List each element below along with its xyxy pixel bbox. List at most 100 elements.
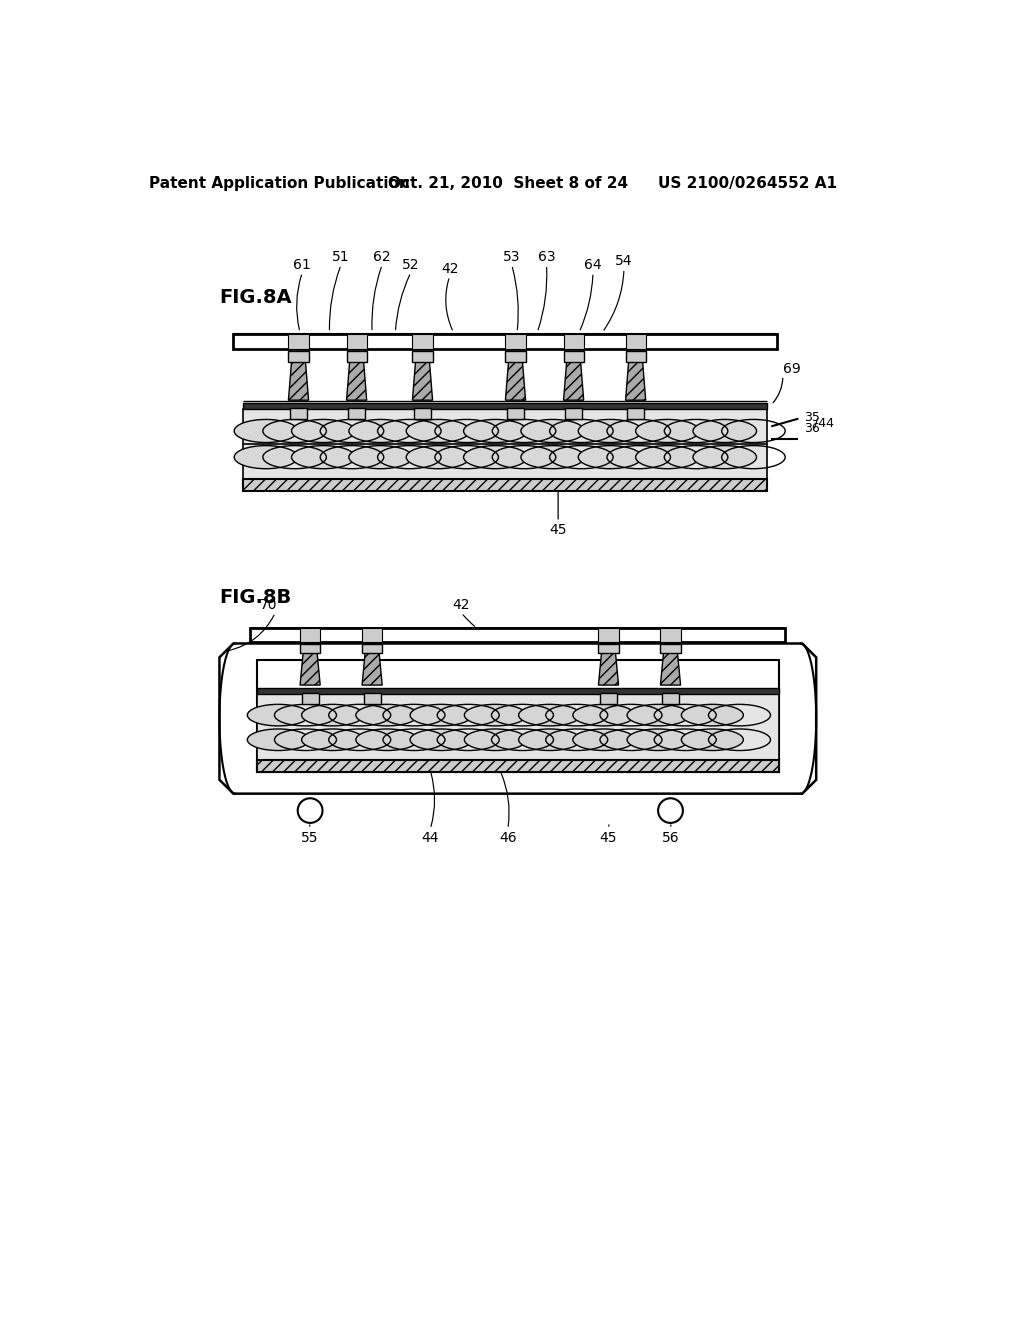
Ellipse shape	[292, 446, 355, 469]
Text: US 2100/0264552 A1: US 2100/0264552 A1	[658, 176, 838, 190]
Ellipse shape	[579, 446, 642, 469]
Text: 51: 51	[333, 249, 350, 264]
Polygon shape	[660, 653, 681, 685]
Ellipse shape	[464, 446, 527, 469]
Ellipse shape	[627, 705, 689, 726]
Text: 45: 45	[549, 523, 567, 536]
Polygon shape	[506, 362, 525, 400]
Text: 35: 35	[804, 411, 819, 424]
Ellipse shape	[356, 705, 418, 726]
Polygon shape	[626, 362, 646, 400]
Bar	[626, 351, 646, 362]
Circle shape	[658, 799, 683, 822]
Bar	[600, 693, 617, 704]
Ellipse shape	[349, 420, 413, 442]
Bar	[563, 351, 584, 362]
Ellipse shape	[292, 420, 355, 442]
Ellipse shape	[464, 729, 526, 751]
Bar	[565, 408, 583, 418]
Polygon shape	[300, 653, 321, 685]
Bar	[506, 351, 525, 362]
Bar	[506, 334, 525, 350]
Text: 63: 63	[538, 249, 555, 264]
Bar	[243, 479, 767, 491]
Text: 64: 64	[584, 257, 602, 272]
Ellipse shape	[407, 446, 470, 469]
Ellipse shape	[693, 420, 757, 442]
Text: 42: 42	[441, 261, 459, 276]
Text: 45: 45	[600, 832, 617, 845]
Text: 54: 54	[615, 253, 633, 268]
Text: /44: /44	[814, 416, 834, 429]
Ellipse shape	[248, 729, 309, 751]
Bar	[243, 404, 767, 409]
Ellipse shape	[681, 705, 743, 726]
Bar	[251, 628, 785, 642]
Ellipse shape	[579, 420, 642, 442]
Bar	[662, 693, 679, 704]
Bar	[660, 644, 681, 653]
Bar	[289, 351, 308, 362]
Ellipse shape	[572, 729, 635, 751]
Ellipse shape	[407, 420, 470, 442]
Bar	[362, 644, 382, 653]
Ellipse shape	[302, 705, 364, 726]
Text: 46: 46	[499, 832, 516, 845]
Bar	[598, 644, 618, 653]
Text: Patent Application Publication: Patent Application Publication	[148, 176, 410, 190]
Text: 55: 55	[301, 832, 318, 845]
Text: Oct. 21, 2010  Sheet 8 of 24: Oct. 21, 2010 Sheet 8 of 24	[388, 176, 628, 190]
PathPatch shape	[219, 644, 816, 793]
Polygon shape	[346, 362, 367, 400]
Bar	[300, 628, 321, 642]
Polygon shape	[598, 653, 618, 685]
Bar	[289, 334, 308, 350]
Ellipse shape	[248, 705, 309, 726]
Bar	[364, 693, 381, 704]
Text: 44: 44	[422, 832, 439, 845]
Ellipse shape	[464, 420, 527, 442]
Text: 52: 52	[402, 257, 420, 272]
Ellipse shape	[410, 729, 472, 751]
Ellipse shape	[627, 729, 689, 751]
Text: 53: 53	[503, 249, 520, 264]
Circle shape	[298, 799, 323, 822]
Polygon shape	[362, 653, 382, 685]
Text: 61: 61	[294, 257, 311, 272]
Bar	[507, 408, 524, 418]
Text: 42: 42	[453, 598, 470, 612]
Ellipse shape	[572, 705, 635, 726]
Bar	[346, 334, 367, 350]
Bar	[626, 334, 646, 350]
Bar	[627, 408, 644, 418]
Ellipse shape	[693, 446, 757, 469]
Bar	[243, 409, 767, 479]
Ellipse shape	[234, 446, 298, 469]
Ellipse shape	[521, 420, 585, 442]
Bar	[563, 334, 584, 350]
Ellipse shape	[681, 729, 743, 751]
Text: 56: 56	[662, 832, 679, 845]
Bar	[346, 351, 367, 362]
Bar	[348, 408, 366, 418]
Text: 70: 70	[260, 598, 278, 612]
Text: 69: 69	[783, 363, 801, 376]
Bar	[290, 408, 307, 418]
Bar	[233, 334, 776, 350]
Text: FIG.8A: FIG.8A	[219, 288, 292, 306]
Bar	[257, 688, 779, 694]
Ellipse shape	[302, 729, 364, 751]
Bar	[257, 760, 779, 772]
Text: 62: 62	[374, 249, 391, 264]
Bar	[413, 351, 432, 362]
Bar	[257, 660, 779, 772]
Polygon shape	[413, 362, 432, 400]
Polygon shape	[563, 362, 584, 400]
Ellipse shape	[636, 420, 699, 442]
Ellipse shape	[356, 729, 418, 751]
Ellipse shape	[349, 446, 413, 469]
Ellipse shape	[410, 705, 472, 726]
Bar	[414, 408, 431, 418]
Ellipse shape	[636, 446, 699, 469]
Ellipse shape	[234, 420, 298, 442]
